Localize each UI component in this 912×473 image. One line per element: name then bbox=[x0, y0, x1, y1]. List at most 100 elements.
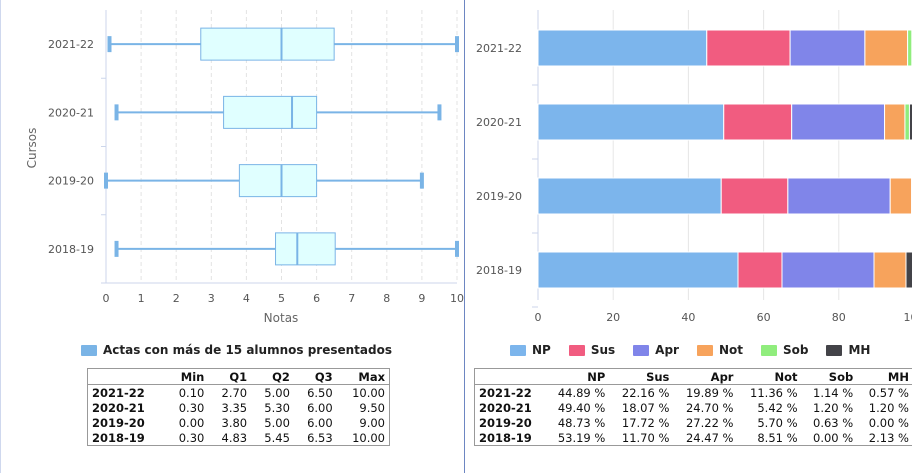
table-row-label: 2018-19 bbox=[479, 430, 532, 445]
bar-legend-label: Sob bbox=[783, 343, 809, 357]
table-cell: 5.70 % bbox=[757, 415, 798, 430]
bar-segment-apr-2020-21[interactable] bbox=[791, 103, 886, 141]
bar-legend-label: MH bbox=[848, 343, 871, 357]
stacked-bar-chart: 0 20 40 60 80 100 2021-22 2020-21 2019-20 2018-19 bbox=[476, 10, 912, 324]
bar-legend-swatch bbox=[696, 344, 713, 356]
boxplot-legend-swatch bbox=[81, 344, 97, 356]
table-header-cell: Not bbox=[737, 368, 802, 385]
bar-legend-label: Not bbox=[718, 343, 743, 357]
boxplot-x-tick-label: 5 bbox=[278, 292, 285, 305]
table-cell: 0.10 bbox=[178, 385, 205, 400]
bar-legend: NP Sus Apr Not Sob MH bbox=[510, 343, 870, 357]
box-iqr bbox=[223, 95, 318, 129]
boxplot-x-tick-label: 2 bbox=[173, 292, 180, 305]
table-cell: 6.50 bbox=[307, 385, 333, 400]
bar-legend-item-sob[interactable]: Sob bbox=[761, 343, 808, 357]
table-cell: 5.00 bbox=[264, 415, 290, 430]
bar-segment-np-2018-19[interactable] bbox=[537, 251, 739, 289]
bar-segment-np-2020-21[interactable] bbox=[537, 103, 725, 141]
table-row-label: 2021-22 bbox=[479, 385, 532, 400]
table-cell: 0.00 % bbox=[868, 415, 909, 430]
table-cell: 11.70 % bbox=[621, 430, 670, 445]
table-header-row: NP Sus Apr Not Sob MH bbox=[474, 368, 912, 385]
bar-segment-np-2019-20[interactable] bbox=[537, 177, 722, 215]
bar-legend-swatch bbox=[826, 344, 843, 356]
table-cell: 5.42 % bbox=[757, 400, 798, 415]
boxplot-x-tick-label: 1 bbox=[138, 292, 145, 305]
table-row-label: 2019-20 bbox=[92, 415, 145, 430]
table-cell: 5.30 bbox=[264, 400, 290, 415]
table-row: 2019-20 0.00 3.80 5.00 6.00 9.00 bbox=[88, 415, 390, 430]
table-row-label: 2020-21 bbox=[479, 400, 532, 415]
bar-category-label: 2021-22 bbox=[476, 42, 522, 55]
bar-x-tick-label: 0 bbox=[535, 311, 542, 324]
boxplot-x-tick-label: 3 bbox=[208, 292, 215, 305]
bar-segment-sus-2018-19[interactable] bbox=[737, 251, 783, 289]
bar-segment-sus-2020-21[interactable] bbox=[723, 103, 793, 141]
table-cell: 0.00 bbox=[178, 415, 205, 430]
table-cell: 5.00 bbox=[264, 385, 290, 400]
bar-segment-not-2018-19[interactable] bbox=[873, 251, 907, 289]
bar-legend-swatch bbox=[633, 344, 650, 356]
box-2020-21[interactable] bbox=[114, 95, 442, 129]
box-2021-22[interactable] bbox=[107, 27, 459, 61]
bar-x-tick-label: 100 bbox=[904, 311, 912, 324]
box-iqr bbox=[238, 164, 318, 198]
table-cell: 4.83 bbox=[221, 430, 248, 445]
table-cell: 22.16 % bbox=[621, 385, 670, 400]
bar-segment-not-2020-21[interactable] bbox=[884, 103, 906, 141]
bar-segment-not-2021-22[interactable] bbox=[864, 29, 909, 67]
table-cell: 3.35 bbox=[221, 400, 248, 415]
bar-legend-label: NP bbox=[532, 343, 551, 357]
table-cell: 2.70 bbox=[221, 385, 248, 400]
bar-segment-apr-2018-19[interactable] bbox=[781, 251, 875, 289]
table-header-cell: Q2 bbox=[251, 368, 294, 385]
table-row: 2020-21 0.30 3.35 5.30 6.00 9.50 bbox=[88, 400, 390, 415]
table-cell: 49.40 % bbox=[557, 400, 606, 415]
boxplot-legend[interactable]: Actas con más de 15 alumnos presentados bbox=[81, 343, 392, 357]
table-row: 2021-22 0.10 2.70 5.00 6.50 10.00 bbox=[88, 385, 390, 401]
table-cell: 9.00 bbox=[359, 415, 385, 430]
bar-legend-item-mh[interactable]: MH bbox=[826, 343, 870, 357]
table-cell: 0.30 bbox=[178, 400, 205, 415]
boxplot-chart: Cursos Notas 0 1 2 3 4 5 6 7 8 9 10 2021-22 2020-21 2… bbox=[25, 10, 464, 325]
bar-segment-sus-2021-22[interactable] bbox=[706, 29, 791, 67]
bar-category-label: 2019-20 bbox=[476, 190, 522, 203]
bar-segment-mh-2018-19[interactable] bbox=[905, 251, 912, 289]
table-cell: 24.47 % bbox=[685, 430, 734, 445]
bar-legend-item-np[interactable]: NP bbox=[510, 343, 551, 357]
bar-x-tick-label: 40 bbox=[681, 311, 695, 324]
box-2019-20[interactable] bbox=[104, 164, 424, 198]
bar-segment-apr-2019-20[interactable] bbox=[787, 177, 891, 215]
table-cell: 0.57 % bbox=[868, 385, 909, 400]
bar-segment-sob-2020-21[interactable] bbox=[904, 103, 910, 141]
bar-segment-sob-2021-22[interactable] bbox=[907, 29, 912, 67]
table-cell: 24.70 % bbox=[685, 400, 734, 415]
table-cell: 1.20 % bbox=[868, 400, 909, 415]
bar-segment-sus-2019-20[interactable] bbox=[720, 177, 789, 215]
table-row-label: 2018-19 bbox=[92, 430, 145, 445]
table-row: 2020-21 49.40 % 18.07 % 24.70 % 5.42 % 1.20 %… bbox=[475, 400, 912, 415]
table-cell: 1.20 % bbox=[813, 400, 854, 415]
table-row-label: 2020-21 bbox=[92, 400, 145, 415]
boxplot-x-axis-title: Notas bbox=[264, 311, 299, 325]
table-header-cell bbox=[87, 368, 166, 385]
boxplot-category-label: 2021-22 bbox=[48, 38, 94, 51]
boxplot-x-tick-label: 6 bbox=[313, 292, 320, 305]
bar-segment-np-2021-22[interactable] bbox=[537, 29, 708, 67]
bar-legend-item-apr[interactable]: Apr bbox=[633, 343, 679, 357]
distribution-table: NP Sus Apr Not Sob MH 2021-22 44.89 % 22.16 % 19… bbox=[474, 368, 912, 446]
bar-segment-not-2019-20[interactable] bbox=[889, 177, 912, 215]
table-cell: 48.73 % bbox=[557, 415, 606, 430]
table-header-cell bbox=[474, 368, 546, 385]
box-2018-19[interactable] bbox=[114, 232, 459, 266]
table-cell: 6.00 bbox=[307, 400, 333, 415]
table-row: 2018-19 53.19 % 11.70 % 24.47 % 8.51 % 0.00 %… bbox=[475, 430, 912, 446]
bar-segment-apr-2021-22[interactable] bbox=[789, 29, 866, 67]
bar-legend-item-not[interactable]: Not bbox=[696, 343, 743, 357]
table-row-label: 2021-22 bbox=[92, 385, 145, 400]
bar-legend-label: Sus bbox=[590, 343, 616, 357]
table-header-cell: Sus bbox=[609, 368, 674, 385]
bar-legend-item-sus[interactable]: Sus bbox=[568, 343, 616, 357]
bar-legend-swatch bbox=[510, 344, 526, 356]
